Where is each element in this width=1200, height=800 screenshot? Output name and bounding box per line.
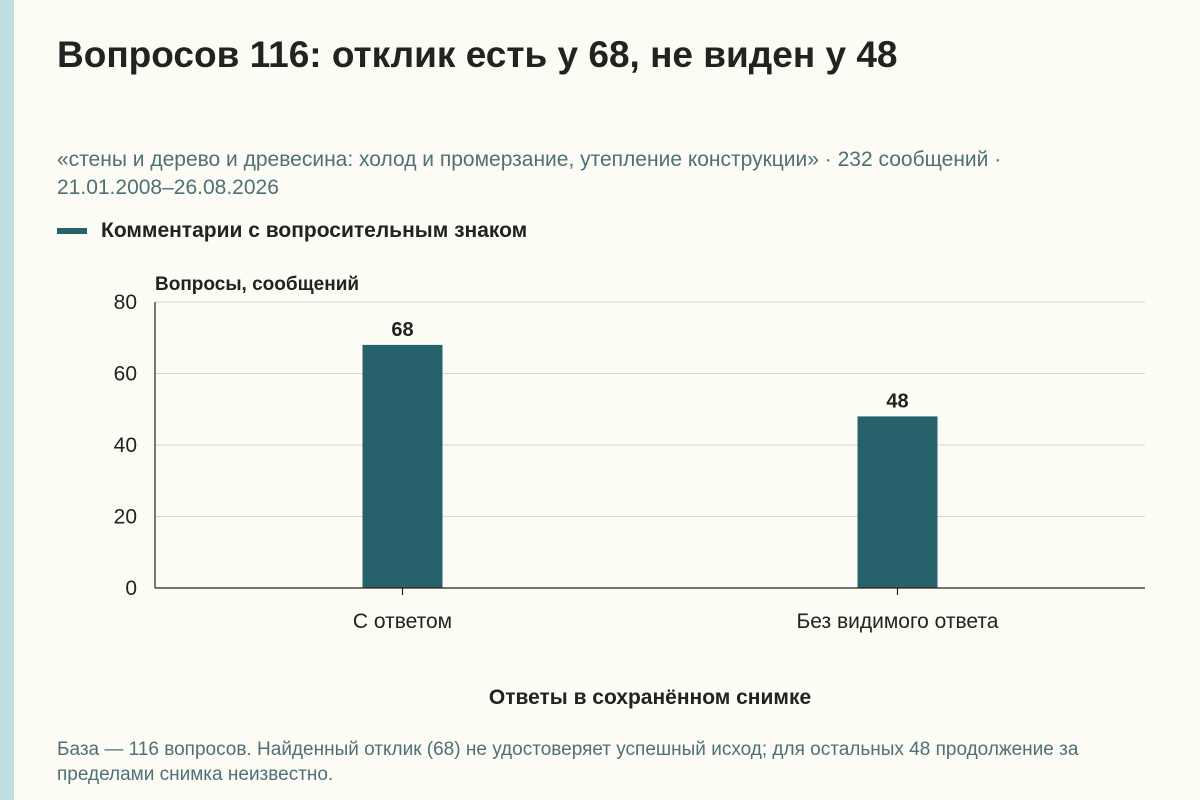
data-labels: 68 48 <box>391 319 908 413</box>
legend-label: Комментарии с вопросительным знаком <box>101 219 528 242</box>
x-tick-label: С ответом <box>353 610 452 633</box>
y-tick-label: 80 <box>114 291 137 314</box>
y-tick-label: 40 <box>114 434 137 457</box>
bar-value-label: 48 <box>886 390 908 412</box>
bars <box>362 344 938 588</box>
y-tick-label: 0 <box>125 577 137 600</box>
x-axis-label: Ответы в сохранённом снимке <box>488 686 812 709</box>
bar-0 <box>362 344 443 588</box>
y-tick-label: 20 <box>114 506 137 529</box>
y-tick-label: 60 <box>114 363 137 386</box>
chart-subtitle: «стены и дерево и древесина: холод и про… <box>57 148 1002 199</box>
grid-lines <box>155 301 1145 517</box>
bar-1 <box>857 416 938 588</box>
x-tick-label: Без видимого ответа <box>797 610 999 633</box>
left-accent-stripe <box>0 0 14 800</box>
bar-value-label: 68 <box>391 319 413 341</box>
page-title: Вопросов 116: отклик есть у 68, не виден… <box>57 34 898 75</box>
y-tick-labels: 0 20 40 60 80 <box>114 291 137 600</box>
y-axis-label: Вопросы, сообщений <box>155 274 360 295</box>
axes <box>154 302 1145 589</box>
legend: Комментарии с вопросительным знаком <box>57 219 527 243</box>
x-tick-labels: С ответом Без видимого ответа <box>353 588 999 633</box>
legend-swatch <box>57 228 87 234</box>
footnote: База — 116 вопросов. Найденный отклик (6… <box>57 739 1079 785</box>
